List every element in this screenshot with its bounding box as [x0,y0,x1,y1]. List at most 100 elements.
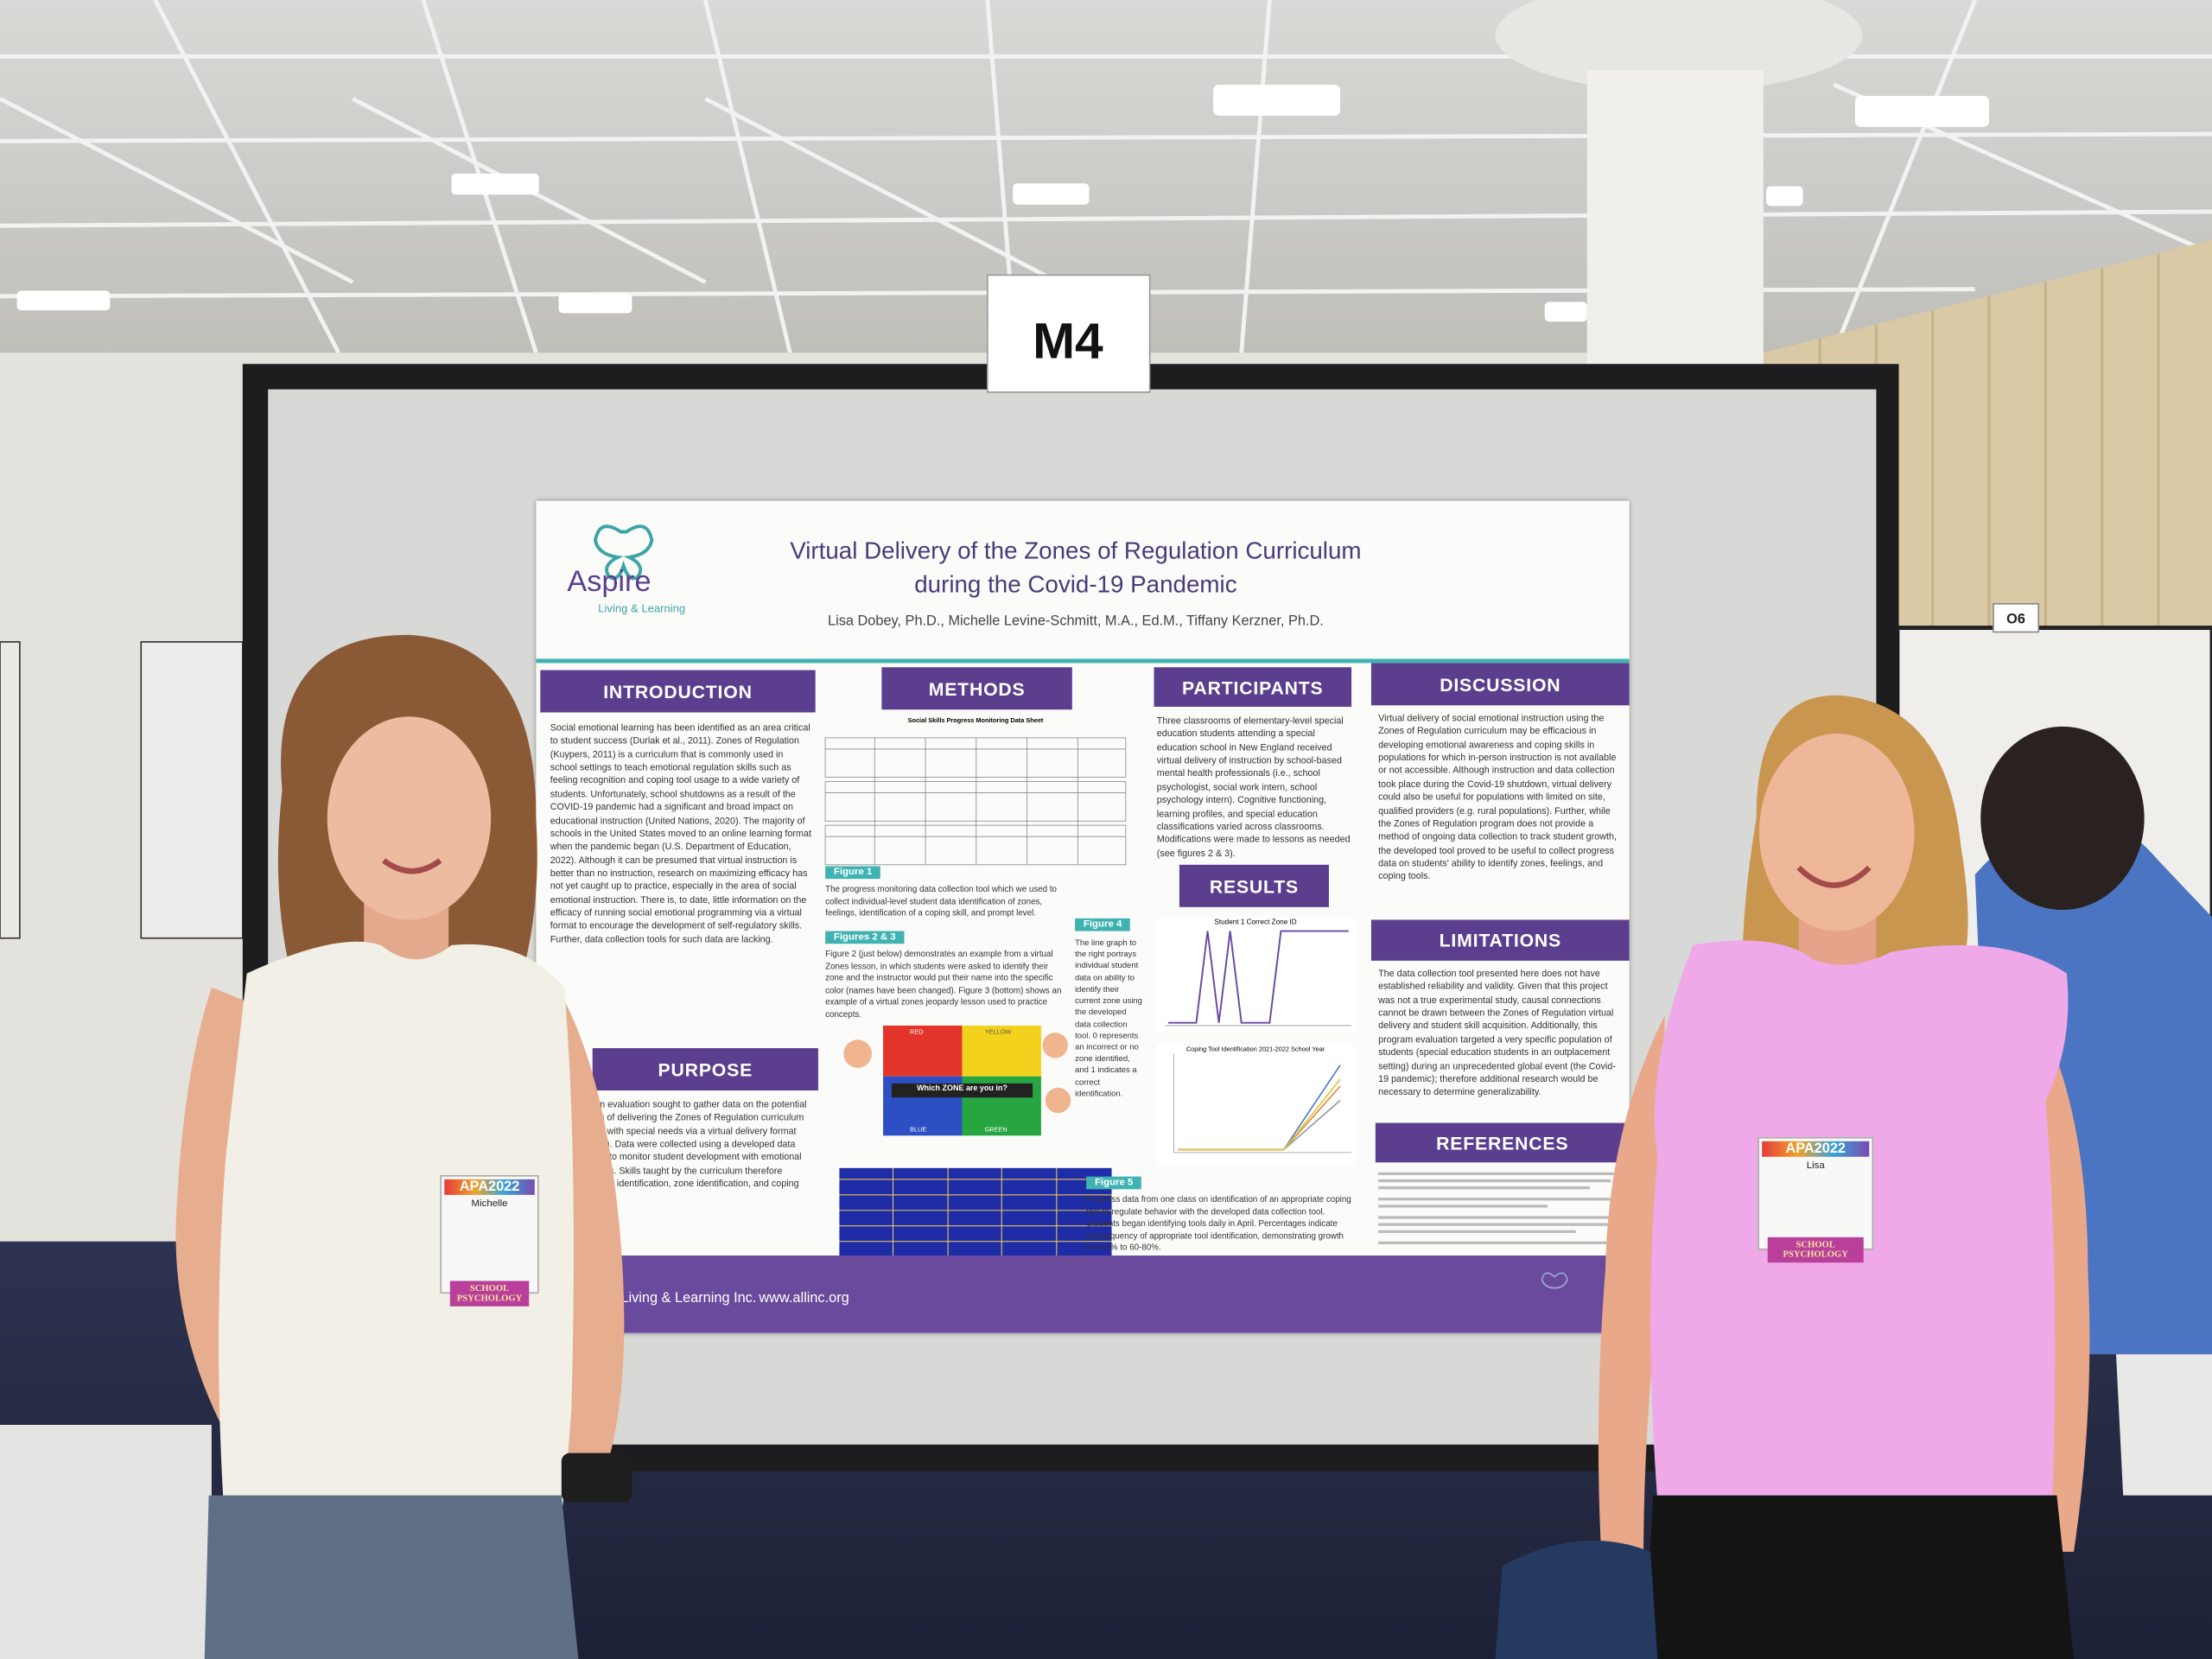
section-heading: RESULTS [1179,864,1329,907]
shape [1013,183,1090,205]
footer-band [536,1255,1630,1333]
shape [153,0,341,354]
booth-sign-text: M4 [1033,314,1103,370]
zones-question-bar [891,1083,1033,1098]
shape [1378,1223,1616,1226]
poster-authors: Lisa Dobey, Ph.D., Michelle Levine-Schmi… [828,613,1324,630]
hair-background [1980,726,2145,911]
jeopardy-figure [839,1167,1112,1259]
side-board [140,641,244,939]
shape [1378,1186,1590,1190]
footer-org: Living & Learning Inc. [620,1290,757,1306]
shape [558,293,632,314]
zone-name: BLUE [910,1125,927,1134]
shape [1239,0,1272,353]
shape [1178,1078,1341,1151]
chair [0,1424,212,1659]
pillar [1586,70,1764,396]
shape [1378,1172,1618,1175]
shape [451,173,539,195]
shape [561,1452,632,1503]
section-heading: DISCUSSION [1370,663,1630,706]
chair [2115,1354,2212,1496]
footer-logo [1541,1272,1568,1289]
shape [556,987,625,1467]
section-heading: PARTICIPANTS [1154,667,1352,707]
section-text: Social emotional learning has been ident… [550,723,811,945]
name-badge: APA2022 Lisa SCHOOL PSYCHOLOGY [1758,1136,1874,1263]
badge-division: SCHOOL PSYCHOLOGY [1767,1236,1864,1263]
shape [704,97,1059,284]
shape [1643,1495,2074,1659]
shape [883,1025,963,1077]
shape [1213,84,1341,116]
shape [1042,1033,1068,1058]
shape [0,131,2212,143]
shape [0,97,354,284]
shape [1378,1205,1548,1208]
badge-name: Lisa [1806,1160,1825,1172]
section-heading: REFERENCES [1375,1122,1630,1163]
zones-question: Which ZONE are you in? [917,1084,1007,1094]
line-chart-thumbnail [1156,917,1355,1033]
badge-brand: APA2022 [1762,1141,1870,1157]
shape [1045,1087,1071,1114]
footer-url: www.allinc.org [759,1290,849,1306]
data-sheet-table [824,737,1127,866]
shape [1378,1216,1618,1219]
shape [824,781,1127,822]
shape [702,0,792,353]
figure-text: Figure 2 (just below) demonstrates an ex… [825,950,1062,1020]
figure-text: The progress monitoring data collection … [825,886,1058,918]
shape [0,209,2212,228]
shape [219,941,574,1538]
person-left [175,634,632,1659]
shape [1854,96,1990,127]
section-text: The data collection tool presented here … [1378,969,1616,1098]
shape [1378,1241,1618,1244]
shape [1832,0,1977,354]
shape [839,1167,1112,1259]
shape [1495,1540,1658,1659]
booth-tag-card [1993,602,2039,633]
zone-name: RED [910,1028,924,1036]
booth-tag: O6 [2006,612,2025,627]
name-badge: APA2022 Michelle SCHOOL PSYCHOLOGY [440,1175,539,1306]
shape [382,858,442,874]
badge-brand: APA2022 [444,1179,535,1195]
reference-lines [1378,1172,1618,1244]
sheet-title: Social Skills Progress Monitoring Data S… [907,716,1044,724]
figure-text: Progress data from one class on identifi… [1086,1196,1351,1253]
shape [1156,1044,1355,1166]
section-heading: LIMITATIONS [1370,919,1630,961]
poster-title: during the Covid-19 Pandemic [914,571,1237,599]
booth-sign [987,274,1151,393]
figure-label: Figure 5 [1086,1176,1142,1190]
poster-graphics [536,524,1630,1333]
shape [843,1039,872,1068]
logo-tagline: Living & Learning [598,602,686,615]
side-board [0,641,21,939]
trusses [0,0,2212,354]
ceiling-lights [16,84,1990,322]
shape [962,1025,1041,1077]
section-heading: PURPOSE [592,1048,818,1091]
shape [1378,1198,1618,1201]
figure-text: The line graph to the right portrays ind… [1075,939,1142,1099]
figure-label: Figure 4 [1075,918,1131,931]
shape [327,716,492,920]
shape [1766,186,1803,207]
shape [16,290,111,311]
shape [1598,1015,1665,1560]
pillar-cap [1495,0,1863,92]
shape [824,824,1127,866]
zone-name: YELLOW [984,1028,1012,1036]
section-heading: METHODS [881,667,1072,710]
chart-title: Student 1 Correct Zone ID [1214,918,1297,927]
shape [204,1495,579,1659]
shape [1156,917,1355,1033]
shape [1758,733,1915,931]
logo-butterfly [593,524,654,581]
